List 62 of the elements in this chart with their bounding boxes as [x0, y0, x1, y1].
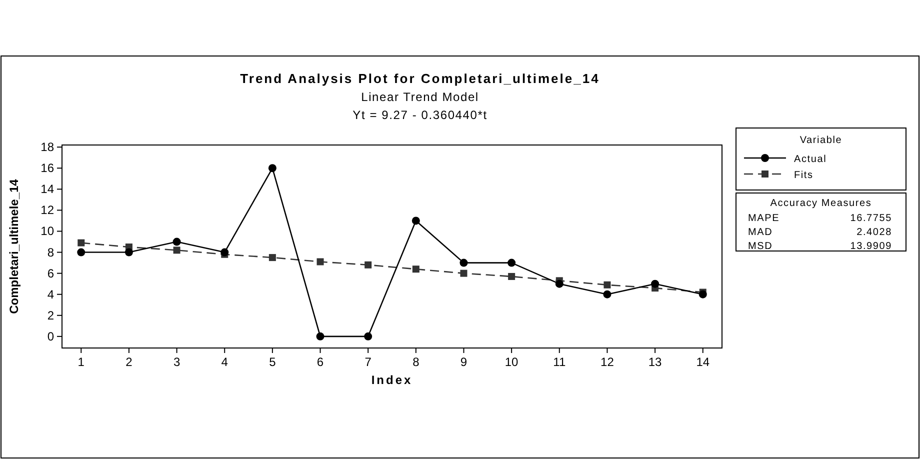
- y-tick-label: 4: [47, 287, 54, 302]
- point: [124, 248, 133, 256]
- point: [555, 280, 564, 288]
- text: Accuracy Measures: [770, 198, 872, 209]
- y-tick-label: 6: [47, 266, 54, 280]
- y-tick-label: 8: [47, 245, 54, 260]
- chart-subtitle: Linear Trend Model: [361, 90, 479, 104]
- point: [651, 280, 660, 288]
- chart-title: Trend Analysis Plot for Completari_ultimele_14: [240, 71, 600, 86]
- point: [412, 216, 420, 225]
- x-tick-label: 4: [221, 355, 228, 369]
- point: [698, 290, 707, 298]
- x-tick-label: 7: [364, 355, 372, 369]
- text: 2.4028: [856, 227, 892, 238]
- x-tick-label: 6: [316, 355, 324, 369]
- point: [508, 258, 516, 267]
- point: [268, 164, 276, 172]
- legend-label: Actual: [794, 154, 827, 165]
- x-tick-label: 2: [126, 355, 133, 369]
- point: [364, 261, 372, 268]
- x-axis-title: Index: [371, 373, 413, 387]
- x-tick-label: 8: [412, 355, 420, 369]
- y-tick-label: 18: [40, 140, 54, 154]
- text: Yt = 9.27 - 0.360440*t: [352, 108, 488, 122]
- point: [604, 281, 611, 288]
- point: [172, 238, 181, 246]
- point: [173, 246, 180, 254]
- point: [508, 272, 516, 280]
- point: [460, 270, 468, 277]
- x-tick-label: 1: [78, 355, 85, 369]
- point: [316, 258, 324, 266]
- text: MAPE: [748, 213, 780, 224]
- legend-label: Fits: [794, 170, 814, 181]
- text: 16.7755: [850, 213, 892, 224]
- text: MAD: [748, 227, 773, 238]
- y-tick-label: 16: [40, 161, 54, 176]
- point: [220, 248, 229, 256]
- x-tick-label: 9: [460, 355, 468, 369]
- point: [77, 248, 86, 256]
- point: [78, 239, 85, 246]
- x-tick-label: 10: [504, 355, 519, 369]
- x-tick-label: 5: [269, 355, 276, 369]
- x-tick-label: 14: [696, 355, 710, 369]
- y-axis-title: Completari_ultimele_14: [7, 178, 21, 314]
- x-tick-label: 3: [173, 355, 180, 369]
- x-tick-label: 11: [553, 355, 566, 369]
- point: [268, 254, 276, 262]
- y-tick-label: 14: [40, 182, 54, 196]
- point: [364, 332, 372, 340]
- y-tick-label: 0: [47, 329, 54, 344]
- point: [316, 332, 324, 340]
- point: [460, 258, 468, 267]
- text: 13.9909: [850, 241, 892, 252]
- point: [412, 266, 420, 273]
- x-tick-label: 12: [600, 355, 614, 369]
- y-tick-label: 2: [47, 308, 54, 322]
- point: [603, 290, 612, 298]
- y-tick-label: 12: [40, 203, 54, 218]
- y-tick-label: 10: [40, 224, 54, 238]
- legend-title: Variable: [800, 135, 842, 146]
- text: MSD: [748, 241, 773, 252]
- x-tick-label: 13: [648, 355, 662, 369]
